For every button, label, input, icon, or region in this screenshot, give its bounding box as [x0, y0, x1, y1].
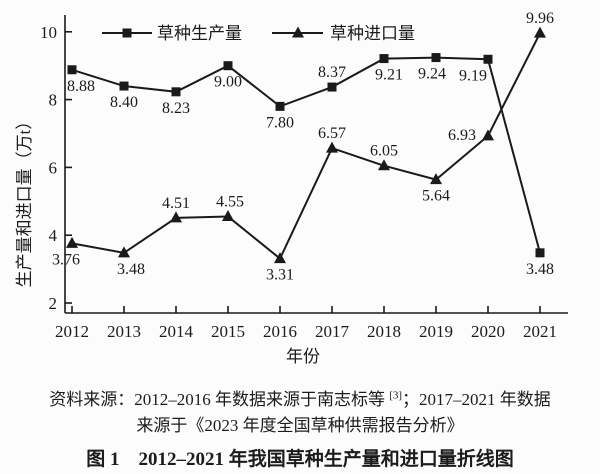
data-point-marker [431, 53, 441, 63]
data-point-marker [535, 248, 545, 258]
source-note-line-2: 来源于《2023 年度全国草种供需报告分析》 [136, 416, 464, 436]
y-axis-tick-label: 2 [49, 294, 58, 313]
series-line [71, 32, 541, 261]
data-point-label: 8.23 [162, 100, 190, 117]
x-axis-tick-label: 2021 [523, 322, 557, 341]
data-point-marker [275, 101, 285, 111]
source-text: 资料来源：2012–2016 年数据来源于南志标等 [49, 390, 390, 409]
data-point-marker [430, 173, 442, 185]
data-point-marker [66, 236, 78, 248]
x-axis-tick-label: 2019 [419, 322, 453, 341]
line-chart: 生产量和进口量（万t） 年份 2 4 6 8 10 2012 2013 2014 2015 201… [15, 10, 568, 366]
data-point-marker [119, 81, 129, 91]
legend-entry-0: 草种生产量 [102, 24, 242, 43]
figure-title: 图 1 2012–2021 年我国草种生产量和进口量折线图 [86, 448, 514, 470]
x-axis-tick-label: 2014 [159, 322, 194, 341]
data-point-label: 3.31 [266, 267, 294, 284]
data-point-marker [327, 82, 337, 92]
legend: 草种生产量 草种进口量 [102, 24, 415, 43]
data-point-label: 9.96 [526, 10, 554, 27]
legend-entry-1: 草种进口量 [272, 24, 415, 43]
x-axis-title: 年份 [286, 347, 320, 366]
data-point-label: 8.40 [110, 94, 138, 111]
y-axis-title: 生产量和进口量（万t） [15, 113, 34, 288]
data-point-label: 6.57 [318, 125, 346, 142]
series-0: 8.88 8.40 8.23 9.00 7.80 8.37 9.21 9.24 9.19 3.48 [67, 53, 554, 278]
citation-ref: [3] [389, 389, 403, 402]
legend-square-marker-icon [122, 28, 132, 38]
data-point-label: 3.76 [52, 251, 80, 268]
data-point-label: 3.48 [526, 261, 554, 278]
data-point-marker [274, 252, 286, 264]
data-point-label: 5.64 [422, 188, 450, 205]
x-axis-tick-label: 2015 [211, 322, 245, 341]
data-point-marker [378, 159, 390, 171]
data-point-marker [171, 87, 181, 97]
data-point-marker [223, 61, 233, 71]
legend-triangle-marker-icon [292, 26, 304, 38]
axes: 2 4 6 8 10 2012 2013 2014 2015 2016 2017 2018 2019 20… [40, 15, 568, 341]
data-point-marker [326, 141, 338, 153]
data-point-marker [534, 26, 546, 38]
data-point-marker [222, 210, 234, 222]
y-axis-tick-label: 6 [49, 158, 58, 177]
data-point-label: 6.05 [370, 143, 398, 160]
data-point-label: 9.24 [418, 66, 446, 83]
data-point-label: 6.93 [448, 127, 476, 144]
series-1: 3.76 3.48 4.51 4.55 3.31 6.57 6.05 5.64 6.93 9.96 [52, 10, 554, 283]
source-note-line-1: 资料来源：2012–2016 年数据来源于南志标等 [3]；2017–2021 … [0, 387, 600, 413]
legend-label: 草种进口量 [330, 24, 415, 43]
data-point-label: 4.51 [162, 195, 190, 212]
data-point-marker [482, 129, 494, 141]
x-axis-tick-label: 2018 [367, 322, 401, 341]
series-line [71, 56, 541, 254]
data-point-label: 9.21 [375, 67, 403, 84]
x-axis-tick-label: 2017 [315, 322, 350, 341]
data-point-label: 8.37 [318, 64, 346, 81]
data-point-label: 9.00 [214, 74, 242, 91]
data-point-marker [67, 65, 77, 75]
data-point-label: 8.88 [67, 78, 95, 95]
plot-area: 8.88 8.40 8.23 9.00 7.80 8.37 9.21 9.24 9.19 3.48… [52, 10, 554, 283]
x-axis-tick-label: 2016 [263, 322, 297, 341]
data-point-label: 9.19 [459, 67, 487, 84]
x-axis-tick-label: 2012 [55, 322, 89, 341]
data-point-label: 4.55 [216, 194, 244, 211]
y-axis-tick-label: 10 [40, 23, 57, 42]
source-text-cont: ；2017–2021 年数据 [402, 390, 551, 409]
y-axis-tick-label: 8 [49, 91, 58, 110]
data-point-label: 3.48 [117, 261, 145, 278]
x-axis-tick-label: 2013 [107, 322, 141, 341]
figure-caption: 资料来源：2012–2016 年数据来源于南志标等 [3]；2017–2021 … [0, 387, 600, 474]
data-point-marker [379, 54, 389, 64]
data-point-marker [170, 211, 182, 223]
data-point-marker [483, 54, 493, 64]
data-point-label: 7.80 [266, 114, 294, 131]
legend-label: 草种生产量 [157, 24, 242, 43]
x-axis-tick-label: 2020 [471, 322, 505, 341]
y-axis-tick-label: 4 [49, 226, 58, 245]
data-point-marker [118, 246, 130, 258]
